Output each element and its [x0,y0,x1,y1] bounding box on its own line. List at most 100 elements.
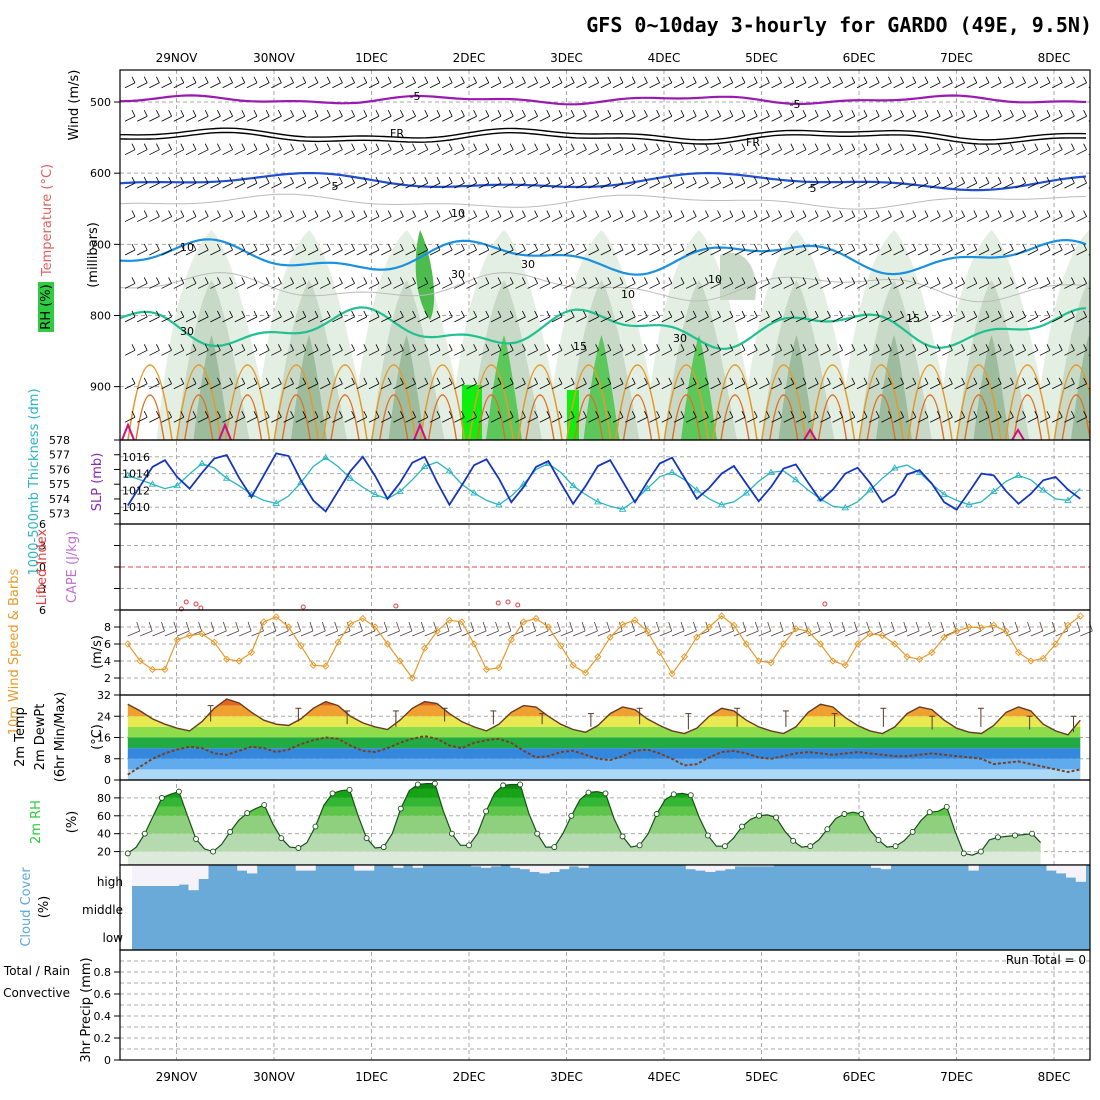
wind-barb [356,143,368,156]
wind-barb [930,277,941,289]
wind-speed-marker [383,640,392,648]
wind-barb [527,411,538,423]
wind-speed-marker [569,661,577,669]
wind-barb [795,110,807,122]
wind-barb [661,377,673,390]
wind-barb [795,277,807,289]
date-label-top: 6DEC [843,51,876,65]
wind-barb [942,176,953,189]
wind-barb [320,277,331,289]
wind-barb [795,411,807,423]
wind-barb [454,411,465,423]
wind-barb [661,411,673,423]
rh-marker [687,792,694,799]
wind-barb [332,176,343,189]
wind-barb [149,377,160,390]
wind-speed-marker [594,653,602,661]
wind-barb [405,377,416,390]
wind-barb [405,344,416,356]
wind-barb [1052,76,1063,89]
thickness-tick-label: 577 [49,449,70,462]
wind-barb [149,243,160,256]
wind-speed-marker [965,623,973,631]
surface-wind-barb [906,621,920,637]
pressure-axis-label: (millibars) [86,222,101,288]
wind-barb [368,243,380,256]
wind-barb [844,76,856,89]
wind-barb [600,143,612,156]
wind-barb [966,210,978,222]
wind-barb [246,176,258,189]
temp-contour-25 [468,364,515,440]
wind-barb [368,377,380,390]
date-label-bottom: 2DEC [453,1070,486,1084]
wind-barb [320,110,331,122]
thickness-marker [1014,471,1023,478]
rh-marker [124,850,131,857]
li-tick-label: 3 [39,540,46,553]
wind-barb [503,310,514,323]
wind-barb [503,243,514,256]
wind-barb [710,210,721,222]
wind-speed-marker [779,640,788,648]
wind-barb [222,310,233,323]
wind-barb [137,277,148,289]
temp-axis-label-1: 2m Temp [13,707,28,767]
temperature-band [127,758,1081,770]
wind-barb [698,277,709,289]
wind-barb [332,344,343,356]
rh-marker [397,805,404,812]
thickness-marker [272,499,280,506]
wind-barb [271,176,282,189]
wind-barb [185,76,197,89]
surface-wind-barb [857,621,871,637]
cloud-high-clear [734,865,745,867]
wind-barb [600,411,612,423]
wind-barb [381,176,392,189]
temp-contour-25 [907,364,953,440]
thickness-marker [890,464,899,471]
cloud-high-clear [695,865,706,871]
wind-barb [503,377,514,390]
wind-barb [454,176,465,189]
wind-barb [454,310,465,323]
slp-tick-label: 1012 [122,484,150,497]
wind-barb [564,143,575,156]
wind-barb [271,411,282,423]
wind-barb [686,76,697,89]
wind-barb [381,76,392,89]
wind-barb [527,176,538,189]
wind-barb [442,310,453,323]
thickness-marker [940,490,949,497]
pressure-tick-label: 900 [90,381,111,394]
surface-wind-barb [808,621,821,637]
wind-barb [795,143,807,156]
wind-speed-marker [891,640,899,648]
wind-barb [698,110,709,122]
wind-barb [356,310,368,323]
wind-barb [490,344,502,356]
wind-barb [808,76,819,89]
cloud-high-clear [871,865,882,868]
rh-tick-label: 40 [97,828,111,841]
wind-barb [246,210,258,222]
rh-marker [653,811,660,817]
wind-barb [393,377,404,390]
wind-barb [185,110,197,122]
wind-barb [1027,310,1039,323]
wind-barb [759,344,770,356]
wind-barb [1076,143,1087,156]
wind-barb [210,411,221,423]
wind-barb [869,143,880,156]
wind-barb [881,411,892,423]
wind-speed-marker [668,670,676,678]
cloud-high-clear [685,865,696,870]
wind-barb [844,310,856,323]
wind-barb [429,243,441,256]
wind-barb [1052,110,1063,122]
wind-barb [356,411,368,423]
chart-title: GFS 0~10day 3-hourly for GARDO (49E, 9.5… [586,13,1092,37]
surface-wind-barb [709,621,722,637]
wind-speed-marker [1064,621,1072,629]
wind-barb [1015,110,1026,122]
